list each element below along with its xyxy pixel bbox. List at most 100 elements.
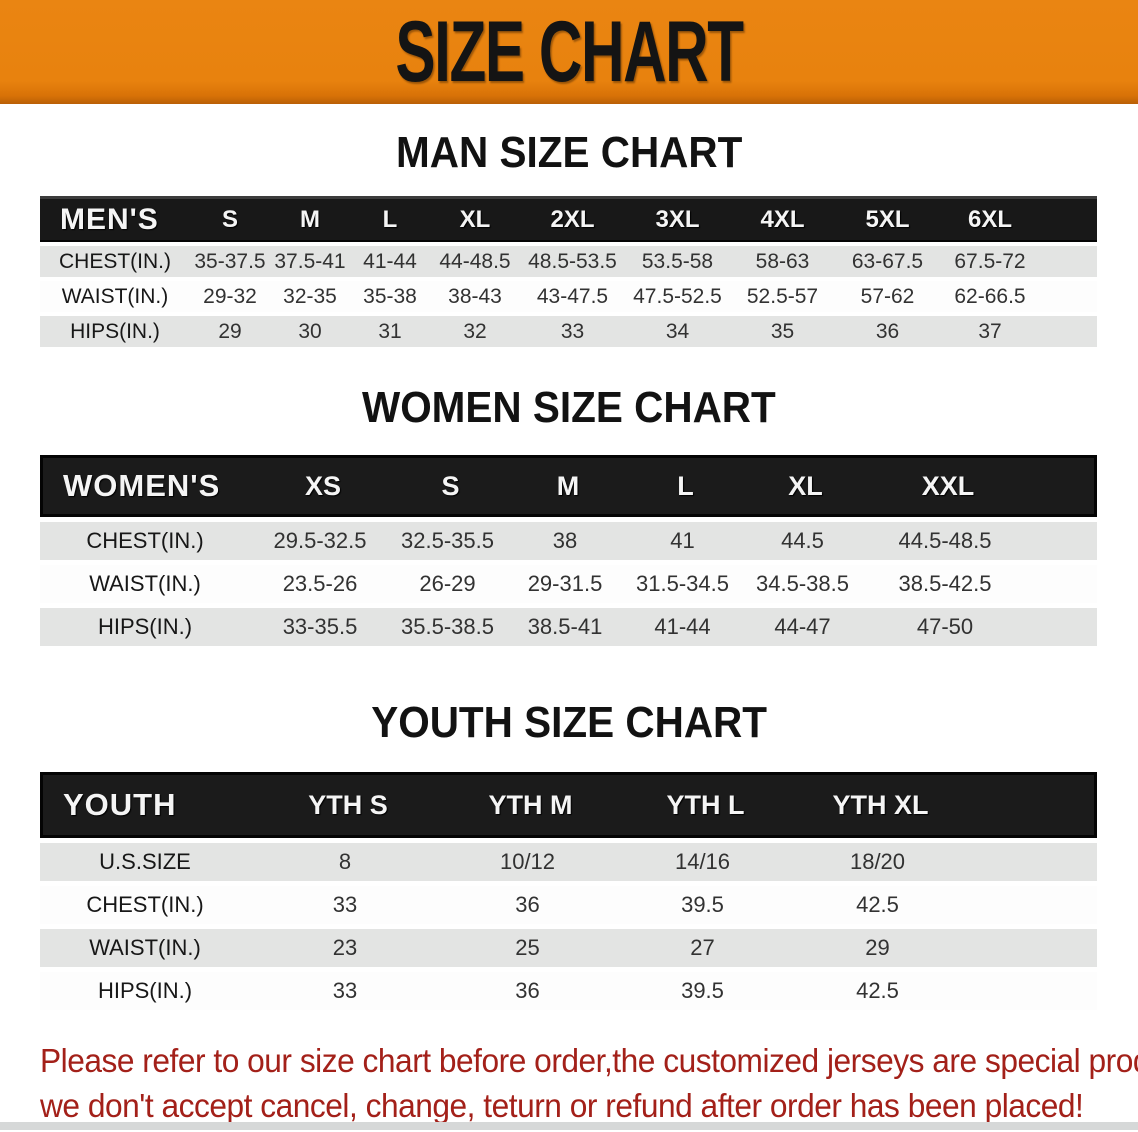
size-value-cell: 14/16 (674, 849, 731, 874)
size-value-cell: 32 (463, 319, 487, 343)
size-column-header: 2XL (550, 205, 595, 233)
size-value-cell: 37 (978, 319, 1002, 343)
size-value-cell: 47-50 (916, 614, 974, 639)
table-group-label: YOUTH (63, 787, 177, 822)
size-value-cell: 31 (378, 319, 402, 343)
size-value-cell: 31.5-34.5 (636, 571, 729, 596)
size-value-cell: 8 (338, 849, 352, 874)
size-value-cell: 35 (770, 319, 795, 343)
table-row: CHEST(IN.) 33 36 39.5 42.5 (40, 886, 1097, 924)
size-value-cell: 18/20 (849, 849, 906, 874)
table-row: HIPS(IN.) 33-35.5 35.5-38.5 38.5-41 41-44 44-… (40, 608, 1097, 646)
size-value-cell: 41 (670, 528, 695, 553)
size-column-header: L (677, 470, 694, 501)
size-column-header: 6XL (967, 205, 1012, 233)
women-section-title: WOMEN SIZE CHART (362, 383, 776, 432)
size-column-header: M (556, 470, 580, 501)
size-column-header: 5XL (865, 205, 910, 233)
table-group-label: WOMEN'S (63, 468, 221, 503)
size-column-header: XS (304, 470, 342, 501)
size-value-cell: 32-35 (283, 284, 337, 308)
size-value-cell: 41-44 (363, 249, 417, 273)
size-value-cell: 42.5 (856, 978, 899, 1003)
size-column-header: M (300, 205, 320, 233)
table-row: HIPS(IN.) 29 30 31 32 33 34 35 36 37 (40, 316, 1097, 347)
size-value-cell: 38.5-42.5 (898, 571, 992, 596)
table-header-row: YOUTH YTH S YTH M YTH L YTH XL (40, 772, 1097, 838)
size-column-header: XL (788, 470, 823, 501)
size-value-cell: 35-37.5 (194, 249, 266, 273)
table-header-row: MEN'S S M L XL 2XL 3XL 4XL 5XL 6XL (40, 196, 1097, 242)
size-value-cell: 29-31.5 (527, 571, 603, 596)
size-column-header: 4XL (760, 205, 805, 233)
disclaimer-line-1: Please refer to our size chart before or… (40, 1042, 1138, 1079)
size-column-header: YTH M (488, 789, 573, 820)
size-value-cell: 26-29 (419, 571, 476, 596)
table-row: WAIST(IN.) 23.5-26 26-29 29-31.5 31.5-34.5 34… (40, 565, 1097, 603)
size-value-cell: 29 (865, 935, 890, 960)
row-label: CHEST(IN.) (86, 892, 204, 917)
size-value-cell: 33 (560, 319, 585, 343)
size-value-cell: 23 (332, 935, 358, 960)
size-value-cell: 44.5 (781, 528, 824, 553)
size-column-header: S (441, 470, 460, 501)
size-column-header: 3XL (655, 205, 700, 233)
women-size-table: WOMEN'S XS S M L XL XXL CHEST(IN.) 29.5-32.5 32.5… (40, 455, 1097, 646)
size-value-cell: 36 (515, 892, 540, 917)
table-header-row: WOMEN'S XS S M L XL XXL (40, 455, 1097, 517)
size-value-cell: 47.5-52.5 (633, 284, 722, 308)
size-column-header: YTH XL (832, 789, 929, 820)
table-row: U.S.SIZE 8 10/12 14/16 18/20 (40, 843, 1097, 881)
size-value-cell: 38 (552, 528, 578, 553)
size-value-cell: 36 (515, 978, 540, 1003)
size-value-cell: 30 (298, 319, 322, 343)
row-label: CHEST(IN.) (59, 249, 171, 273)
bottom-divider (0, 1122, 1138, 1130)
size-value-cell: 35.5-38.5 (401, 614, 494, 639)
row-label: WAIST(IN.) (89, 571, 201, 596)
table-row: WAIST(IN.) 29-32 32-35 35-38 38-43 43-47.5 47.… (40, 281, 1097, 312)
men-section-title: MAN SIZE CHART (395, 128, 743, 177)
size-value-cell: 10/12 (499, 849, 556, 874)
row-label: HIPS(IN.) (70, 319, 160, 343)
size-value-cell: 43-47.5 (536, 284, 609, 308)
size-value-cell: 34.5-38.5 (756, 571, 849, 596)
size-column-header: L (382, 205, 398, 233)
size-value-cell: 36 (875, 319, 900, 343)
size-value-cell: 23.5-26 (282, 571, 358, 596)
table-row: CHEST(IN.) 29.5-32.5 32.5-35.5 38 41 44.5 44.5… (40, 522, 1097, 560)
size-value-cell: 44.5-48.5 (898, 528, 992, 553)
size-value-cell: 33 (332, 892, 358, 917)
size-value-cell: 39.5 (681, 892, 724, 917)
row-label: HIPS(IN.) (97, 614, 193, 639)
table-row: HIPS(IN.) 33 36 39.5 42.5 (40, 972, 1097, 1010)
table-group-label: MEN'S (60, 202, 159, 236)
size-value-cell: 38-43 (448, 284, 502, 308)
disclaimer-line-2: we don't accept cancel, change, teturn o… (40, 1087, 1084, 1124)
size-value-cell: 37.5-41 (274, 249, 346, 273)
size-value-cell: 44-48.5 (439, 249, 511, 273)
size-value-cell: 27 (690, 935, 715, 960)
size-value-cell: 41-44 (654, 614, 711, 639)
size-value-cell: 29.5-32.5 (273, 528, 367, 553)
size-value-cell: 25 (515, 935, 540, 960)
size-value-cell: 39.5 (681, 978, 724, 1003)
banner-title: SIZE CHART (395, 4, 744, 100)
size-column-header: XL (459, 205, 491, 233)
size-column-header: YTH S (308, 789, 388, 820)
size-value-cell: 35-38 (363, 284, 417, 308)
table-row: CHEST(IN.) 35-37.5 37.5-41 41-44 44-48.5 48.5… (40, 246, 1097, 277)
table-row: WAIST(IN.) 23 25 27 29 (40, 929, 1097, 967)
size-value-cell: 67.5-72 (954, 249, 1026, 273)
size-value-cell: 33-35.5 (282, 614, 358, 639)
size-value-cell: 53.5-58 (641, 249, 714, 273)
row-label: HIPS(IN.) (97, 978, 193, 1003)
size-value-cell: 33 (332, 978, 358, 1003)
size-value-cell: 29-32 (203, 284, 257, 308)
size-value-cell: 57-62 (860, 284, 915, 308)
row-label: WAIST(IN.) (89, 935, 201, 960)
size-value-cell: 34 (665, 319, 690, 343)
youth-size-table: YOUTH YTH S YTH M YTH L YTH XL U.S.SIZE 8 10/12… (40, 772, 1097, 1010)
size-column-header: YTH L (666, 789, 745, 820)
